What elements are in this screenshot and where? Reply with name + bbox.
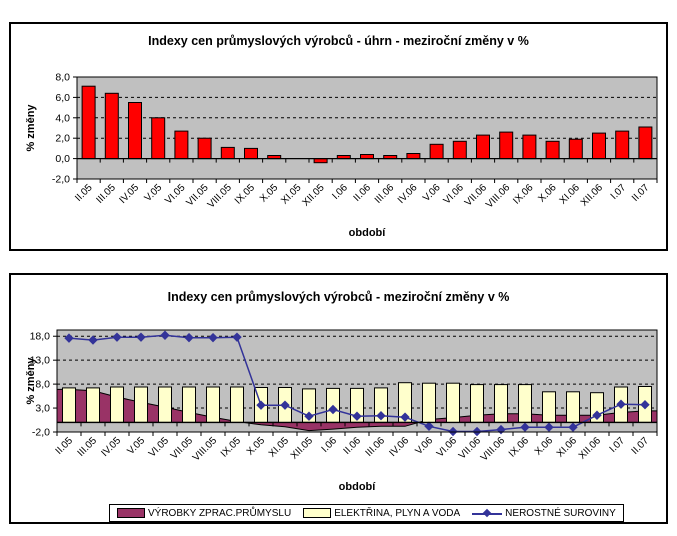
chart-panel-top: Indexy cen průmyslových výrobců - úhrn -… [9,22,668,251]
svg-text:-2,0: -2,0 [32,427,50,439]
chart-panel-bottom: Indexy cen průmyslových výrobců - meziro… [9,273,668,524]
svg-text:0,0: 0,0 [55,153,70,165]
svg-text:X.05: X.05 [245,435,268,458]
chart-title: Indexy cen průmyslových výrobců - meziro… [167,290,510,304]
svg-text:III.05: III.05 [76,435,100,459]
svg-text:I.07: I.07 [608,435,628,455]
svg-text:VI.05: VI.05 [147,435,172,460]
svg-text:II.07: II.07 [630,182,652,204]
x-axis-title: období [338,481,376,493]
svg-text:II.07: II.07 [630,435,652,457]
bar-chart: 8,06,04,02,00,0-2,0II.05 III.05 IV.05 V.05V… [52,72,658,211]
svg-text:III.06: III.06 [373,182,397,206]
svg-text:V.06: V.06 [421,182,443,204]
svg-text:IV.05: IV.05 [117,182,141,206]
svg-text:IX.06: IX.06 [511,182,536,207]
svg-text:8,0: 8,0 [35,379,50,391]
gridlines-and-yticks: 8,0 6,0 4,0 2,0 0,0 -2,0 [52,72,657,186]
svg-text:VI.06: VI.06 [442,182,467,207]
svg-text:VIII.05: VIII.05 [206,182,235,211]
legend-item-area: VÝROBKY ZPRAC.PRŮMYSLU [117,508,291,519]
plot-border [56,329,658,433]
svg-text:IV.05: IV.05 [99,435,123,459]
svg-text:XI.05: XI.05 [267,435,292,460]
legend-item-bar: ELEKTŘINA, PLYN A VODA [303,508,460,519]
svg-text:I.07: I.07 [609,182,629,202]
category-axis [56,421,658,436]
svg-text:II.06: II.06 [352,182,374,204]
svg-text:III.05: III.05 [94,182,118,206]
svg-text:X.06: X.06 [533,435,556,458]
svg-text:8,0: 8,0 [55,72,70,84]
combo-chart: 18,013,08,03,0-2,0II.05 III.05 IV.05 V.05 VI… [30,329,658,464]
svg-text:3,0: 3,0 [35,403,50,415]
svg-text:V.05: V.05 [143,182,165,204]
svg-text:13,0: 13,0 [30,355,51,367]
svg-text:V.06: V.06 [413,435,435,457]
svg-text:II.05: II.05 [73,182,95,204]
bar-series-swatch-icon [303,508,332,518]
area-series-swatch-icon [117,508,145,518]
svg-text:VI.05: VI.05 [163,182,188,207]
svg-text:-2,0: -2,0 [52,174,70,186]
svg-text:VIII.06: VIII.06 [479,435,508,464]
svg-text:I.06: I.06 [330,182,350,202]
svg-text:XII.05: XII.05 [300,182,327,209]
series-bar-1 [62,382,652,423]
svg-text:I.06: I.06 [320,435,340,455]
svg-text:IV.06: IV.06 [396,182,420,206]
chart-title: Indexy cen průmyslových výrobců - úhrn -… [148,34,529,48]
svg-text:XII.06: XII.06 [579,182,606,209]
diamond-marker-icon [482,508,492,518]
svg-text:II.05: II.05 [54,435,76,457]
svg-text:IV.06: IV.06 [387,435,411,459]
svg-text:4,0: 4,0 [55,112,70,124]
svg-text:VIII.06: VIII.06 [484,182,513,211]
svg-text:III.06: III.06 [364,435,388,459]
svg-text:XI.06: XI.06 [555,435,580,460]
plot-border [76,76,658,180]
svg-text:IX.06: IX.06 [507,435,532,460]
series-line-2 [64,330,650,437]
svg-text:XII.05: XII.05 [289,435,316,462]
legend-label: NEROSTNÉ SUROVINY [505,507,616,519]
line-series-swatch-icon [472,508,503,518]
category-axis [76,157,658,183]
svg-text:VI.06: VI.06 [435,435,460,460]
legend-label: ELEKTŘINA, PLYN A VODA [334,507,461,519]
svg-text:II.06: II.06 [342,435,364,457]
x-axis-title: období [348,227,386,239]
chart-legend: VÝROBKY ZPRAC.PRŮMYSLU ELEKTŘINA, PLYN A… [109,504,624,522]
svg-text:IX.05: IX.05 [219,435,244,460]
svg-text:VIII.05: VIII.05 [191,435,220,464]
svg-text:XI.05: XI.05 [279,182,304,207]
svg-text:XI.06: XI.06 [558,182,583,207]
svg-text:X.06: X.06 [536,182,559,205]
svg-text:2,0: 2,0 [55,133,70,145]
legend-item-line: NEROSTNÉ SUROVINY [472,508,616,519]
svg-text:XII.06: XII.06 [577,435,604,462]
svg-text:18,0: 18,0 [30,331,51,343]
legend-label: VÝROBKY ZPRAC.PRŮMYSLU [148,507,292,519]
svg-text:V.05: V.05 [125,435,147,457]
svg-text:IX.05: IX.05 [233,182,258,207]
svg-text:X.05: X.05 [258,182,281,205]
svg-text:6,0: 6,0 [55,92,70,104]
